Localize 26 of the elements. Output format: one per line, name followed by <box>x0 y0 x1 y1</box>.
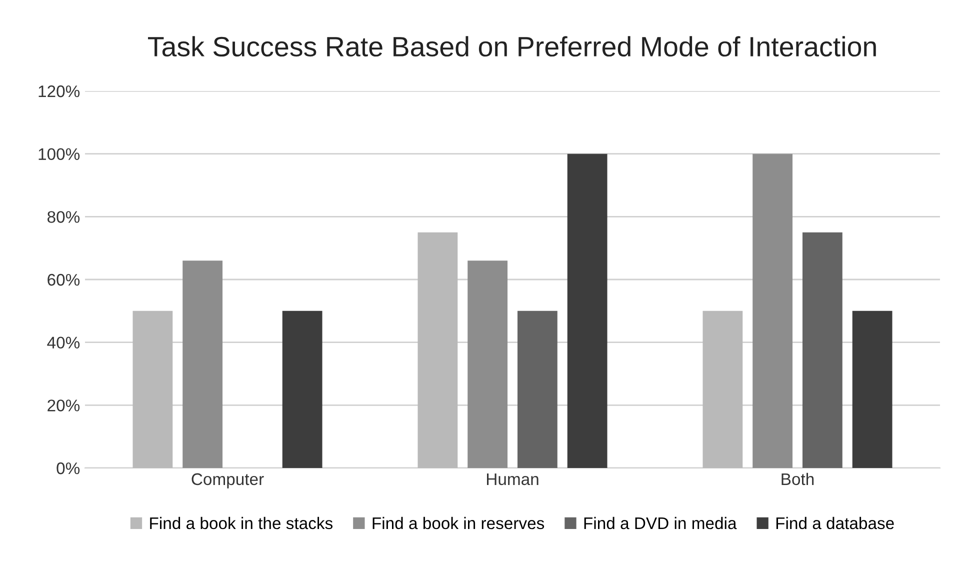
y-tick-label: 120% <box>38 85 80 98</box>
bar <box>852 310 892 468</box>
y-tick-label: 40% <box>47 336 80 349</box>
y-tick-label: 20% <box>48 400 80 412</box>
legend-label: Find a book in reserves <box>372 516 544 530</box>
bar <box>517 310 558 468</box>
legend-label: Find a book in the stacks <box>150 516 332 530</box>
x-tick-label: Both <box>782 472 814 486</box>
bar <box>182 260 223 468</box>
legend-label: Find a database <box>776 516 894 530</box>
bar <box>468 260 508 468</box>
bar <box>282 310 322 468</box>
y-tick-label: 80% <box>48 211 80 223</box>
bar <box>702 310 743 468</box>
x-tick-label: Human <box>487 473 538 486</box>
chart-title: Task Success Rate Based on Preferred Mode of Interaction <box>148 36 876 57</box>
y-tick-label: 100% <box>38 148 80 160</box>
x-tick-label: Computer <box>192 473 264 488</box>
bar <box>567 154 608 468</box>
y-tick-label: 0% <box>56 462 80 474</box>
y-tick-label: 60% <box>48 274 80 286</box>
bar <box>802 232 842 468</box>
bar <box>418 232 458 468</box>
legend-label: Find a DVD in media <box>584 516 737 530</box>
bar <box>752 154 793 468</box>
bar <box>132 310 173 468</box>
